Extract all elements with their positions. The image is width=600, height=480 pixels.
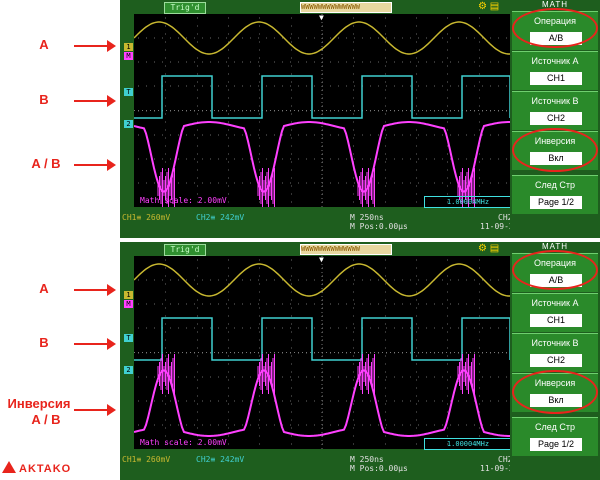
- menu-source-b-title: Источник B: [531, 338, 579, 348]
- menu-source-a-title: Источник A: [531, 298, 579, 308]
- brand-name: AKTAKO: [19, 463, 72, 475]
- label-b-top: B: [39, 92, 49, 107]
- waveform-svg: ▼: [134, 14, 510, 207]
- highlight-ring-operation: [512, 250, 598, 290]
- menu-header: MATH: [541, 0, 569, 9]
- menu-source-b-value: CH2: [530, 354, 582, 367]
- menu-next-page[interactable]: След Стр Page 1/2: [512, 175, 598, 214]
- menu-header: MATH: [541, 242, 569, 251]
- frequency-counter: 1.00004MHz: [424, 438, 512, 450]
- menu-source-b-title: Источник B: [531, 96, 579, 106]
- label-a-top: A: [39, 37, 49, 52]
- status-bar: CH1≡ 260mV CH2≡ 242mV M 250ns M Pos:0.00…: [120, 451, 562, 480]
- trig-status-badge: Trig'd: [164, 2, 206, 14]
- menu-source-a[interactable]: Источник A CH1: [512, 293, 598, 332]
- highlight-ring-operation: [512, 8, 598, 48]
- arrow-ab-top: [74, 159, 116, 171]
- math-scale-text: Math scale: 2.00mV: [140, 438, 227, 447]
- menu-source-b[interactable]: Источник B CH2: [512, 333, 598, 372]
- math-marker: M: [124, 52, 133, 60]
- scope-screenshot-top: Trig'd WWWWWWWWWWWWWW ⚙ ▤ ▼ 1 M T 2 Math…: [120, 0, 600, 238]
- timebase: M 250ns: [350, 455, 384, 464]
- menu-source-a-value: CH1: [530, 314, 582, 327]
- status-bar: CH1≡ 260mV CH2≡ 242mV M 250ns M Pos:0.00…: [120, 209, 562, 238]
- label-b-bottom: B: [39, 335, 49, 350]
- menu-next-page-title: След Стр: [535, 422, 575, 432]
- horizontal-position: M Pos:0.00μs: [350, 222, 408, 231]
- horizontal-position: M Pos:0.00μs: [350, 464, 408, 473]
- ch2-scale: CH2≡ 242mV: [196, 455, 245, 464]
- timebase: M 250ns: [350, 213, 384, 222]
- ch2-marker: 2: [124, 366, 133, 374]
- scope-screenshot-bottom: Trig'd WWWWWWWWWWWWWW ⚙ ▤ ▼ 1 M T 2 Math…: [120, 242, 600, 480]
- trigger-position-bar: WWWWWWWWWWWWWW: [300, 2, 392, 13]
- scope-top-bar: Trig'd WWWWWWWWWWWWWW ⚙ ▤: [120, 0, 600, 14]
- ch1-scale: CH1≡ 260mV: [122, 455, 171, 464]
- math-waveform: [134, 369, 510, 437]
- menu-source-a-title: Источник A: [531, 56, 579, 66]
- math-scale-text: Math scale: 2.00mV: [140, 196, 227, 205]
- ch2-scale: CH2≡ 242mV: [196, 213, 245, 222]
- menu-source-b[interactable]: Источник B CH2: [512, 91, 598, 130]
- ch2-marker: 2: [124, 120, 133, 128]
- label-inverse-line2: A / B: [31, 412, 61, 427]
- ch1-waveform: [134, 21, 510, 55]
- ch1-scale: CH1≡ 260mV: [122, 213, 171, 222]
- waveform-svg: ▼: [134, 256, 510, 449]
- menu-source-a-value: CH1: [530, 72, 582, 85]
- menu-next-page-value: Page 1/2: [530, 196, 582, 209]
- ch2-marker-high: T: [124, 334, 133, 342]
- ch1-marker: 1: [124, 43, 133, 51]
- waveform-display: ▼: [134, 14, 510, 207]
- ch1-waveform: [134, 263, 510, 297]
- label-ab-top: A / B: [31, 156, 61, 171]
- math-waveform: [134, 121, 510, 193]
- menu-next-page[interactable]: След Стр Page 1/2: [512, 417, 598, 456]
- menu-source-b-value: CH2: [530, 112, 582, 125]
- menu-next-page-value: Page 1/2: [530, 438, 582, 451]
- waveform-display: ▼: [134, 256, 510, 449]
- usb-printer-icon: ⚙ ▤: [478, 1, 500, 12]
- highlight-ring-invert: [512, 370, 598, 414]
- brand-mark-icon: [2, 461, 16, 473]
- arrow-a-top: [74, 40, 116, 52]
- ch2-marker-high: T: [124, 88, 133, 96]
- arrow-a-bottom: [74, 284, 116, 296]
- label-inverse-line1: Инверсия: [7, 396, 71, 411]
- menu-next-page-title: След Стр: [535, 180, 575, 190]
- arrow-inverse-bottom: [74, 404, 116, 416]
- ch2-waveform: [134, 75, 510, 119]
- math-marker: M: [124, 300, 133, 308]
- brand-logo: AKTAKO: [2, 460, 71, 478]
- arrow-b-top: [74, 95, 116, 107]
- trigger-marker: ▼: [319, 256, 324, 264]
- label-a-bottom: A: [39, 281, 49, 296]
- highlight-ring-invert: [512, 128, 598, 172]
- usb-printer-icon: ⚙ ▤: [478, 243, 500, 254]
- arrow-b-bottom: [74, 338, 116, 350]
- menu-source-a[interactable]: Источник A CH1: [512, 51, 598, 90]
- ch1-marker: 1: [124, 291, 133, 299]
- ch2-waveform: [134, 317, 510, 361]
- trig-status-badge: Trig'd: [164, 244, 206, 256]
- scope-top-bar: Trig'd WWWWWWWWWWWWWW ⚙ ▤: [120, 242, 600, 256]
- frequency-counter: 1.00004MHz: [424, 196, 512, 208]
- trigger-position-bar: WWWWWWWWWWWWWW: [300, 244, 392, 255]
- trigger-marker: ▼: [319, 14, 324, 22]
